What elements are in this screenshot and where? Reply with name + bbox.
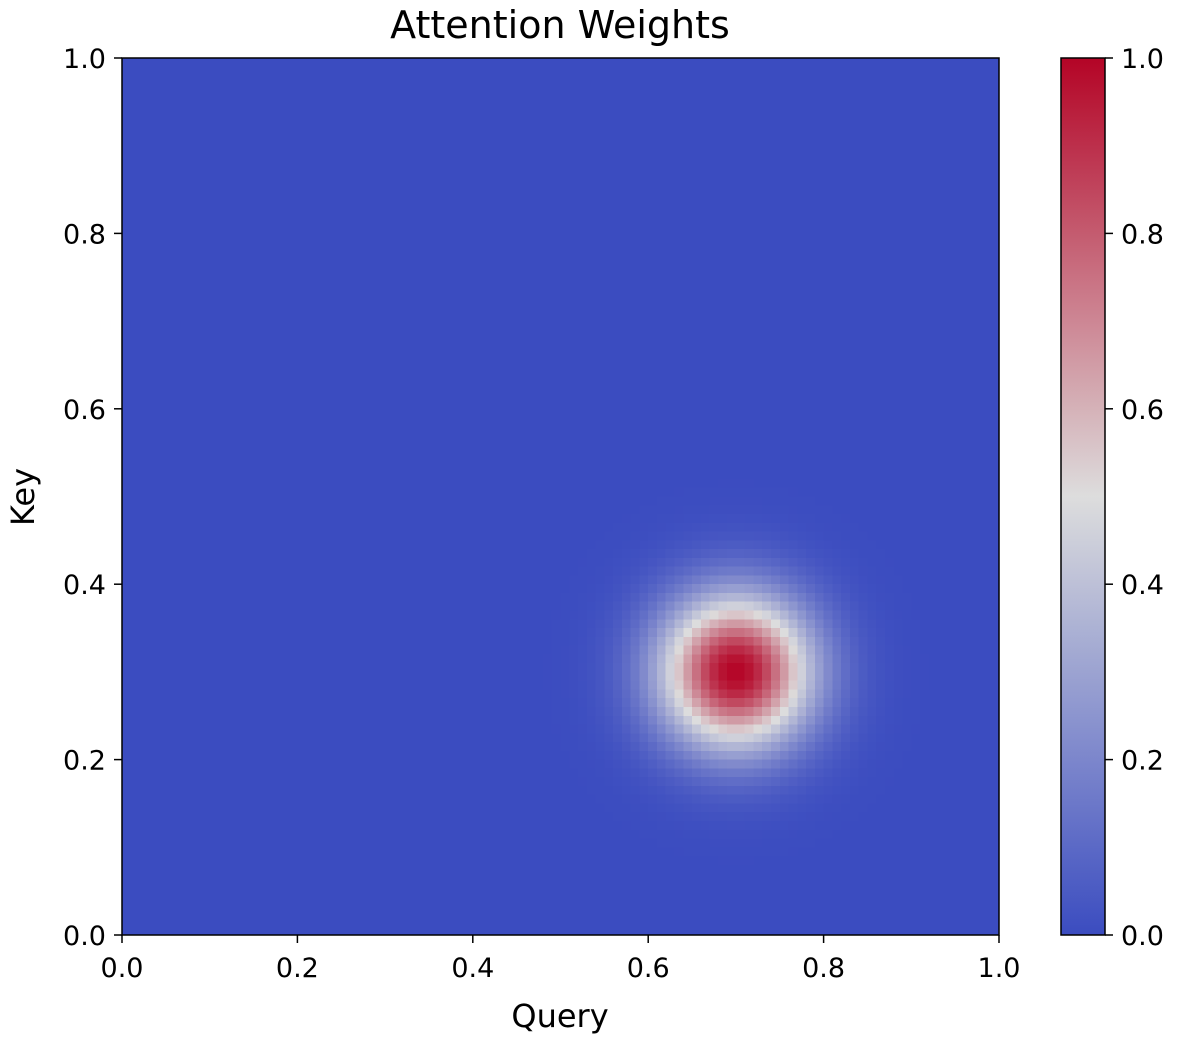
colorbar-tick-label-2: 0.4 bbox=[1121, 570, 1164, 601]
y-tick-label-5: 1.0 bbox=[63, 44, 106, 75]
plot-frame bbox=[121, 57, 1000, 936]
colorbar-tick-label-1: 0.2 bbox=[1121, 746, 1164, 777]
x-tick-label-0: 0.0 bbox=[101, 953, 144, 984]
chart-title: Attention Weights bbox=[390, 3, 730, 47]
y-tick-label-2: 0.4 bbox=[63, 570, 106, 601]
y-tick-label-4: 0.8 bbox=[63, 219, 106, 250]
x-tick-label-5: 1.0 bbox=[978, 953, 1021, 984]
x-tick-label-3: 0.6 bbox=[627, 953, 670, 984]
colorbar-gradient bbox=[1060, 57, 1106, 936]
x-axis: 0.0 0.2 0.4 0.6 0.8 1.0 bbox=[101, 935, 1021, 984]
colorbar-tick-label-5: 1.0 bbox=[1121, 44, 1164, 75]
colorbar-ticks: 0.0 0.2 0.4 0.6 0.8 1.0 bbox=[1105, 44, 1164, 952]
y-axis: 0.0 0.2 0.4 0.6 0.8 1.0 bbox=[63, 44, 122, 952]
colorbar: 0.0 0.2 0.4 0.6 0.8 1.0 bbox=[1060, 44, 1164, 952]
y-tick-label-1: 0.2 bbox=[63, 746, 106, 777]
colorbar-tick-label-0: 0.0 bbox=[1121, 921, 1164, 952]
x-axis-label: Query bbox=[511, 997, 608, 1035]
y-axis-label: Key bbox=[4, 468, 42, 526]
y-tick-label-0: 0.0 bbox=[63, 921, 106, 952]
x-tick-label-4: 0.8 bbox=[802, 953, 845, 984]
colorbar-tick-label-4: 0.8 bbox=[1121, 219, 1164, 250]
x-tick-label-2: 0.4 bbox=[451, 953, 494, 984]
y-tick-label-3: 0.6 bbox=[63, 395, 106, 426]
heatmap-cells bbox=[122, 58, 999, 935]
colorbar-tick-label-3: 0.6 bbox=[1121, 395, 1164, 426]
x-tick-label-1: 0.2 bbox=[276, 953, 319, 984]
heatmap-area bbox=[121, 57, 1000, 936]
